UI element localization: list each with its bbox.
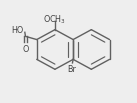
Text: O: O — [22, 45, 29, 54]
Text: Br: Br — [67, 65, 76, 74]
Text: HO: HO — [11, 26, 23, 35]
Text: OCH$_3$: OCH$_3$ — [43, 13, 66, 26]
